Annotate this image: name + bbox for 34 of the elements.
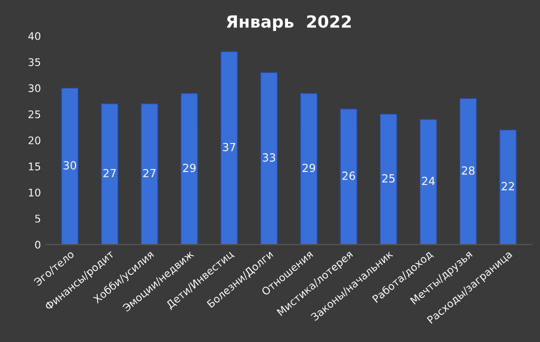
y-tick-label: 20 [28,136,40,144]
data-label: 27 [103,168,116,178]
data-label: 37 [222,142,236,152]
data-label: 26 [342,172,356,180]
bar [100,103,118,245]
data-label: 22 [502,182,514,190]
data-label: 28 [462,166,474,175]
bar [140,103,158,245]
data-label: 27 [143,168,156,178]
data-label: 25 [382,174,395,183]
y-tick-label: 30 [28,84,40,92]
bar [499,129,517,245]
y-tick-label: 5 [35,214,40,223]
bar [459,98,477,245]
chart-title: Январь 2022 [226,15,351,32]
bar [61,88,79,245]
data-label: 33 [262,153,276,162]
data-label: 29 [183,164,196,172]
data-label: 24 [422,176,435,186]
y-tick-label: 25 [28,110,40,118]
bar [260,72,278,245]
bar [340,108,358,245]
bar [180,92,198,245]
y-tick-label: 0 [35,240,40,249]
bar [220,51,238,245]
y-tick-label: 15 [28,162,40,170]
data-label: 29 [302,164,316,172]
data-label: 30 [64,161,76,170]
bar [300,92,318,245]
bar [420,118,438,245]
y-tick-label: 40 [28,32,40,40]
y-tick-label: 10 [28,188,40,196]
y-tick-label: 35 [28,58,40,66]
bar [380,114,398,245]
